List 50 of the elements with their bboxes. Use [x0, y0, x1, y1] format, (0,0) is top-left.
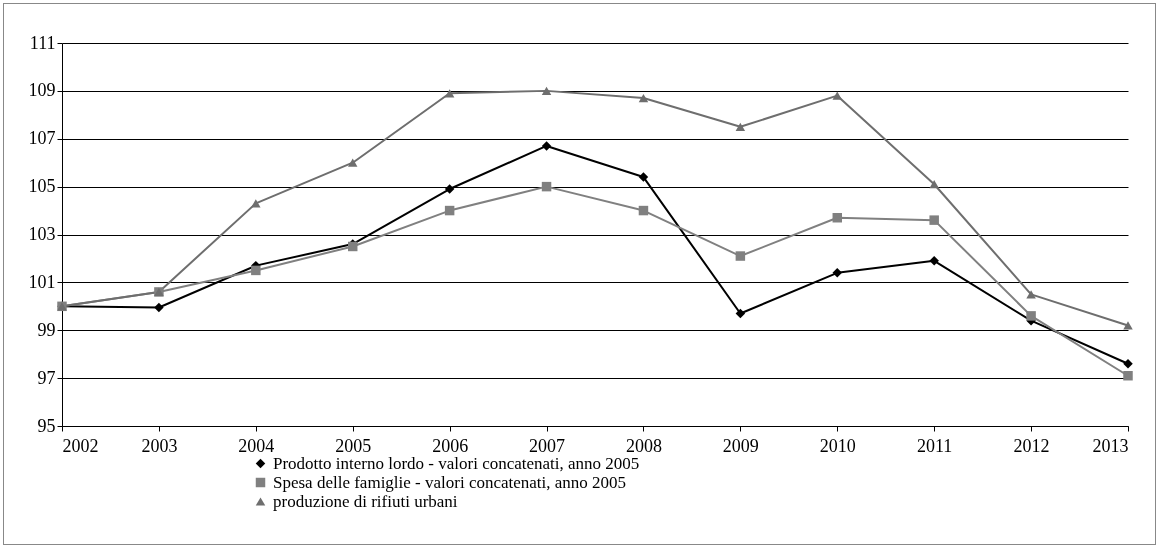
- y-tick-label: 107: [28, 128, 56, 149]
- y-tick-label: 99: [37, 319, 56, 340]
- y-tick-label: 105: [28, 176, 56, 197]
- point: [541, 181, 552, 192]
- x-tick-label: 2002: [62, 435, 99, 456]
- legend-label: Prodotto interno lordo - valori concatenati, anno 2005: [273, 453, 640, 473]
- point: [1123, 359, 1133, 369]
- legend-label: Spesa delle famiglie - valori concatenati, anno 2005: [273, 472, 627, 492]
- point: [638, 93, 649, 103]
- point: [154, 302, 164, 313]
- point: [541, 86, 552, 95]
- point: [444, 89, 455, 98]
- point: [832, 91, 843, 100]
- point: [929, 180, 939, 189]
- point: [638, 172, 649, 182]
- y-tick-label: 103: [28, 224, 56, 244]
- point: [929, 215, 939, 225]
- point: [1123, 321, 1133, 330]
- x-tick-label: 2012: [1013, 435, 1050, 456]
- point: [832, 268, 843, 278]
- x-tick-label: 2011: [917, 435, 953, 456]
- point: [347, 158, 358, 167]
- x-tick-label: 2004: [238, 435, 275, 456]
- x-tick-label: 2013: [1092, 435, 1129, 456]
- point: [541, 141, 552, 151]
- y-tick-label: 101: [28, 271, 56, 292]
- point: [444, 205, 455, 216]
- x-tick-label: 2010: [819, 435, 856, 456]
- point: [929, 256, 939, 266]
- x-tick-label: 2007: [529, 435, 566, 456]
- y-tick-label: 111: [29, 32, 56, 53]
- x-tick-label: 2005: [335, 435, 372, 456]
- y-tick-label: 97: [37, 367, 56, 388]
- x-tick-label: 2003: [141, 435, 178, 456]
- point: [832, 213, 843, 223]
- y-tick-label: 109: [28, 80, 56, 101]
- point: [444, 184, 455, 194]
- x-tick-label: 2008: [625, 435, 662, 456]
- point: [1123, 370, 1133, 381]
- x-tick-label: 2006: [432, 435, 469, 456]
- point: [1026, 311, 1036, 321]
- legend-label: produzione di rifiuti urbani: [273, 491, 458, 511]
- point: [735, 122, 746, 131]
- point: [1026, 290, 1036, 299]
- point: [735, 251, 746, 261]
- x-tick-label: 2009: [722, 435, 759, 456]
- point: [638, 205, 649, 216]
- y-tick-label: 95: [37, 415, 56, 436]
- point: [251, 265, 261, 276]
- point: [735, 308, 746, 319]
